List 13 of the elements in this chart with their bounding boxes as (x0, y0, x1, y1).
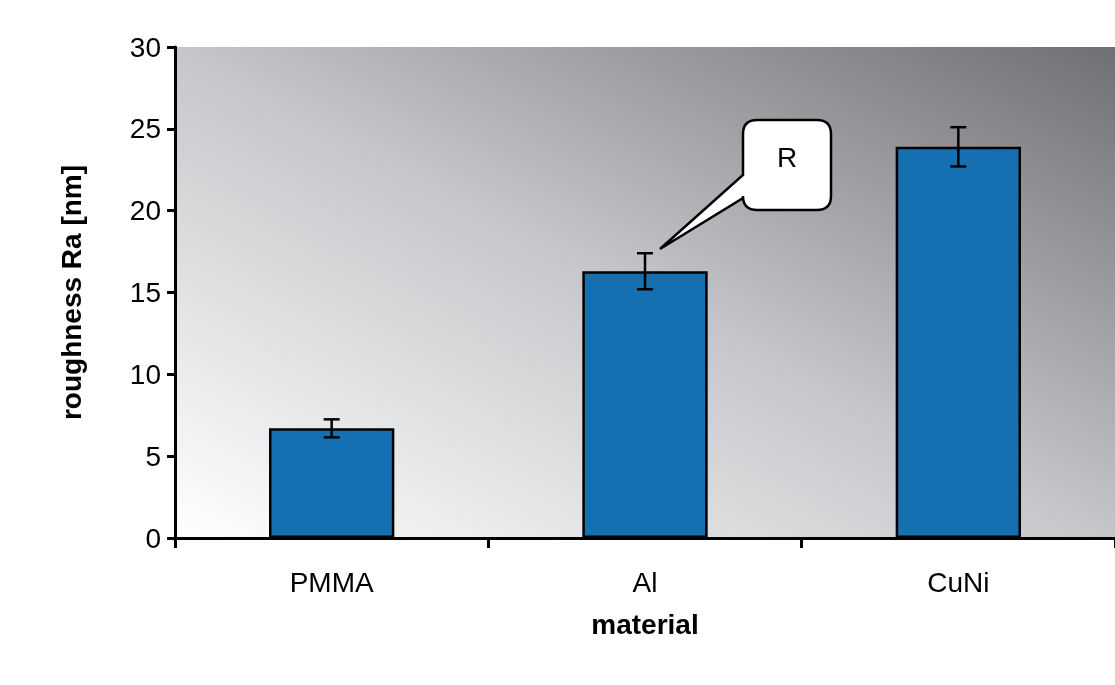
x-tick-label: Al (632, 566, 658, 598)
y-tick-label: 10 (129, 358, 161, 390)
y-tick-label: 20 (129, 195, 161, 227)
x-axis-title: material (591, 608, 699, 640)
x-tick-label: CuNi (927, 566, 990, 598)
y-tick-label: 30 (129, 31, 161, 63)
x-tick-label: PMMA (289, 566, 374, 598)
y-tick-label: 25 (129, 113, 161, 145)
y-tick-label: 5 (145, 440, 161, 472)
y-axis-title: roughness Ra [nm] (55, 164, 87, 421)
y-tick-label: 0 (145, 522, 161, 554)
annotation: R (776, 142, 798, 173)
y-tick-label: 15 (129, 277, 161, 308)
